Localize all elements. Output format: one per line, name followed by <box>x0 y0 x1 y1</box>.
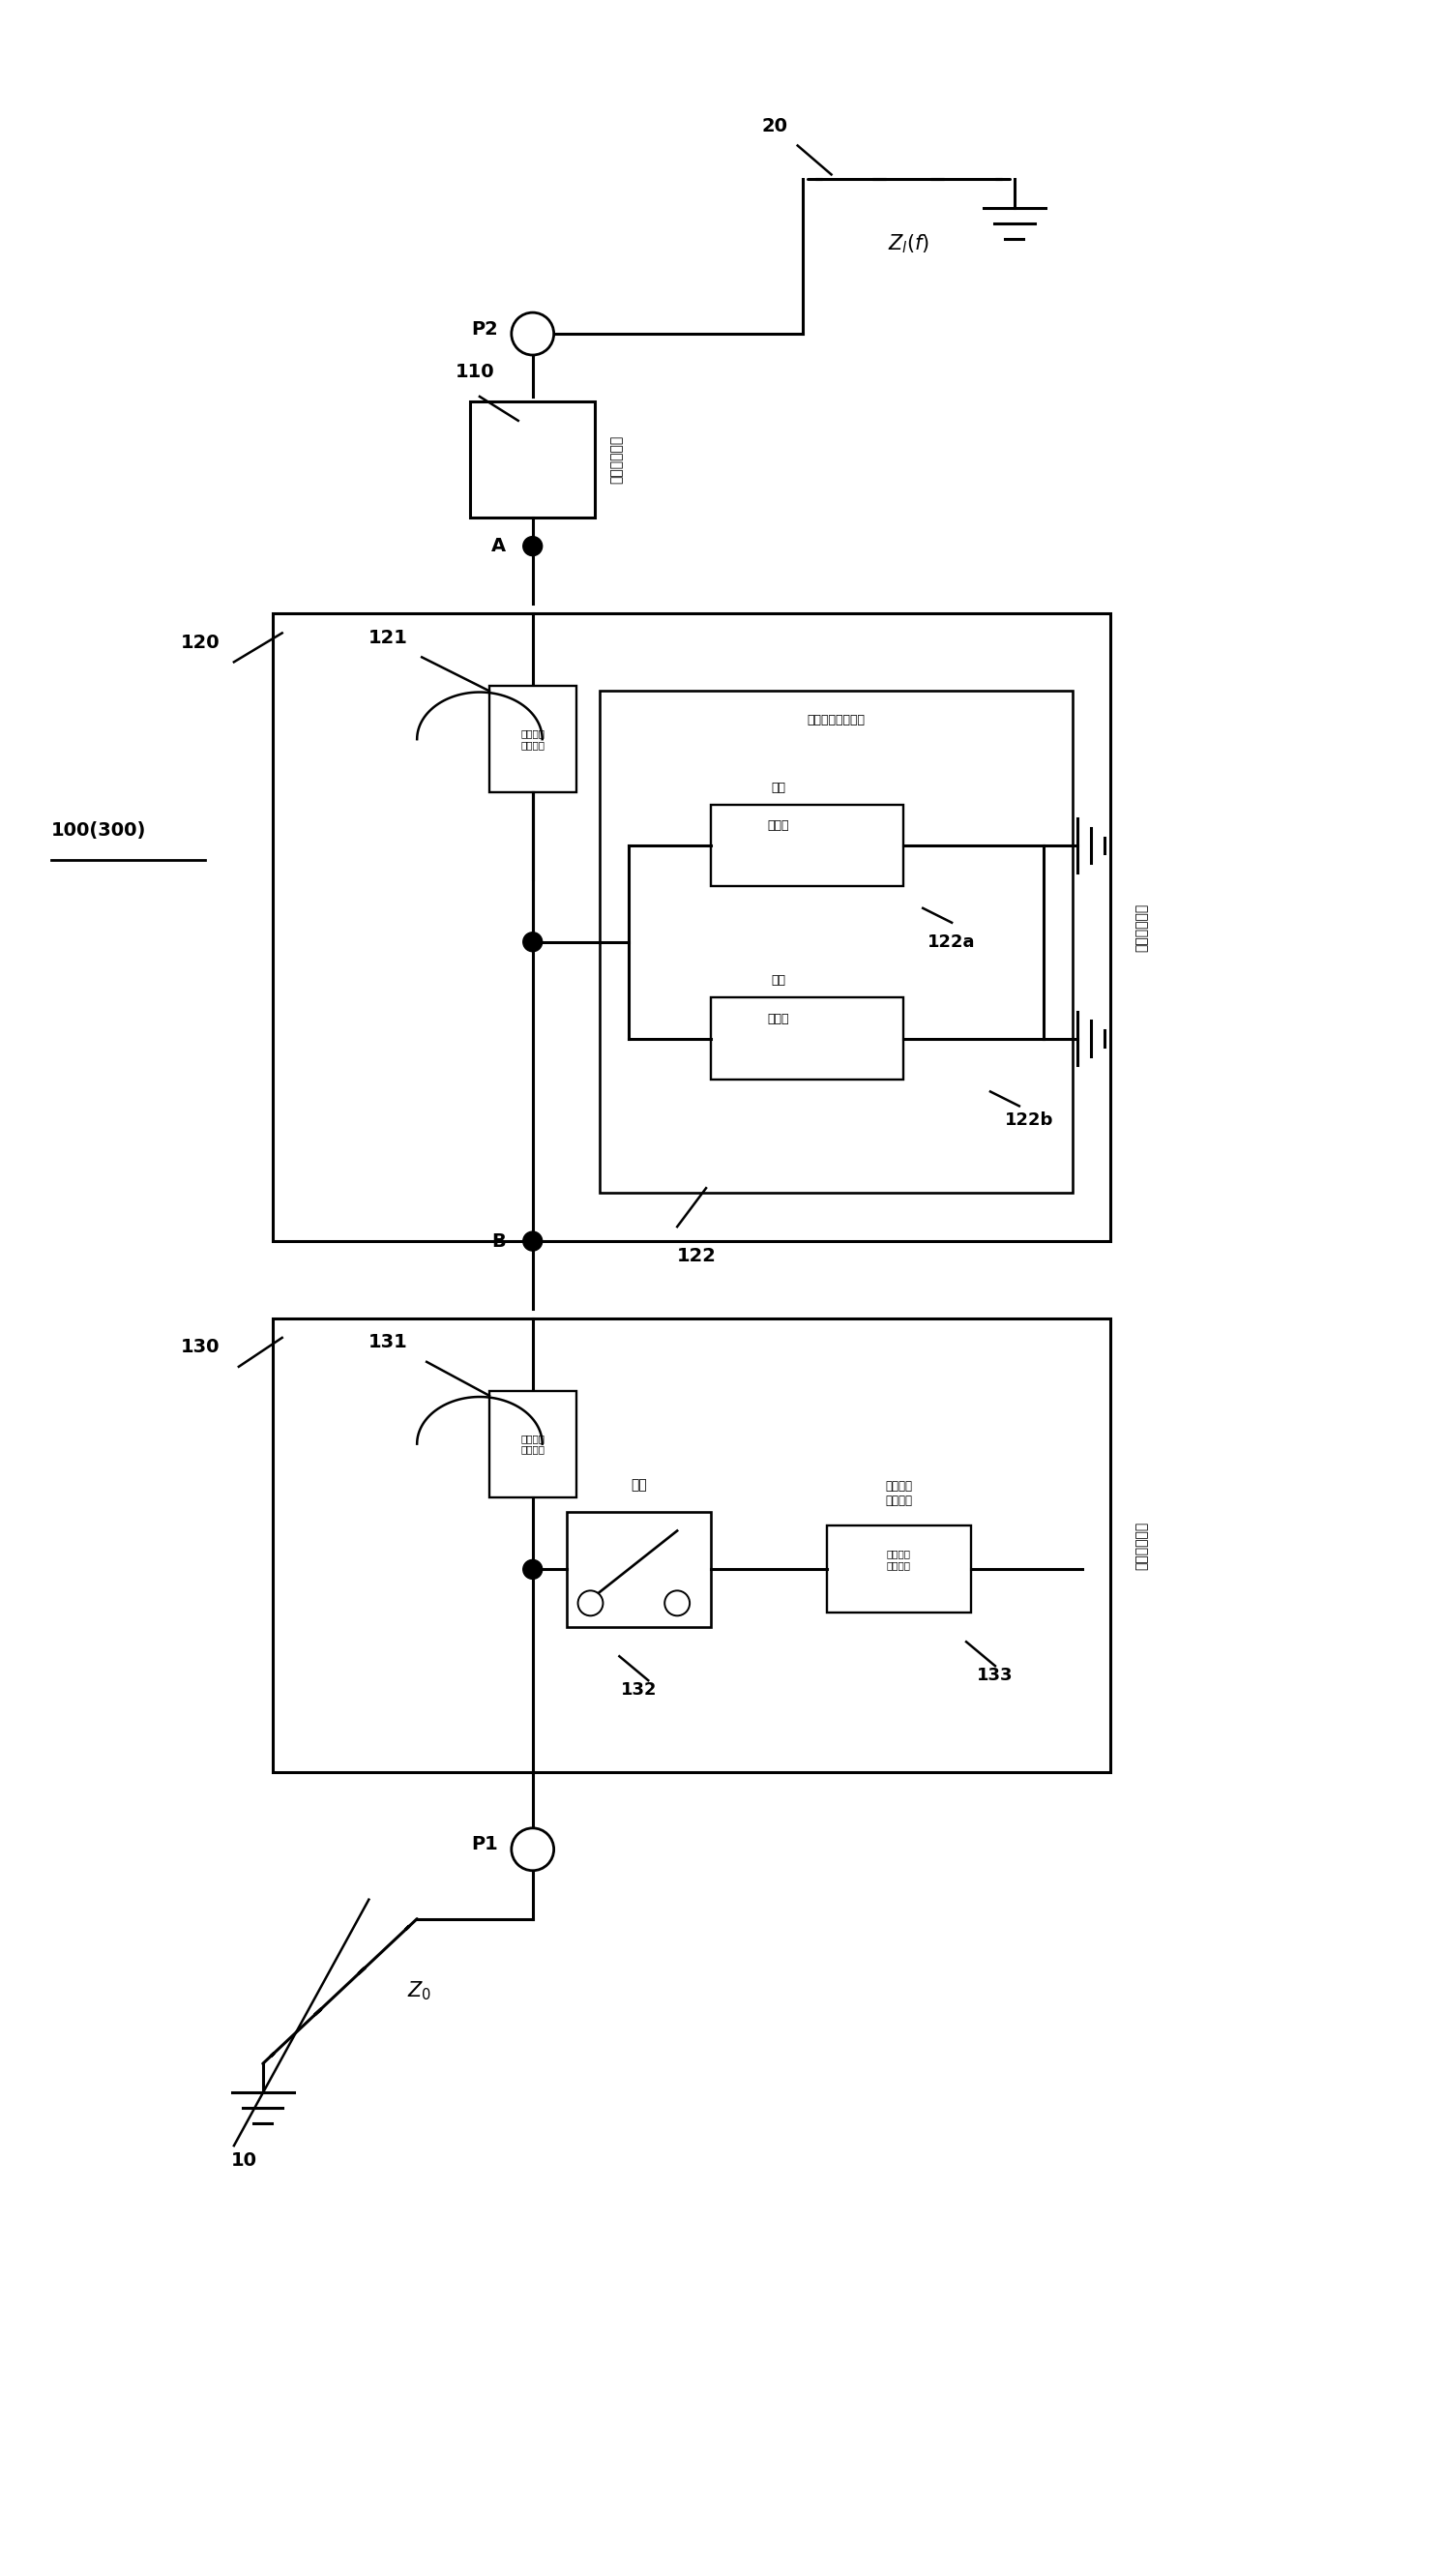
Text: 131: 131 <box>368 1334 407 1352</box>
Bar <box>827 1525 971 1613</box>
Text: 122b: 122b <box>1004 1113 1053 1128</box>
Text: 第２并联
匹配部件: 第２并联 匹配部件 <box>886 1548 911 1571</box>
Bar <box>273 1319 1111 1772</box>
Text: 122a: 122a <box>928 933 975 951</box>
Text: 第２匹配单元: 第２匹配单元 <box>1134 904 1149 951</box>
Text: 并联块: 并联块 <box>768 819 789 832</box>
Text: 开关: 开关 <box>631 1479 646 1492</box>
Text: 100(300): 100(300) <box>51 822 146 840</box>
Text: 第１匹配单元: 第１匹配单元 <box>610 435 623 484</box>
Circle shape <box>522 1231 543 1252</box>
Text: P2: P2 <box>470 319 498 337</box>
Text: 20: 20 <box>762 116 788 137</box>
Circle shape <box>511 312 554 355</box>
Bar <box>470 402 596 518</box>
Bar <box>273 613 1111 1242</box>
Text: P1: P1 <box>470 1834 498 1855</box>
Text: 第１: 第１ <box>771 781 785 793</box>
Text: 110: 110 <box>456 363 495 381</box>
Text: 122: 122 <box>677 1247 716 1265</box>
Bar <box>489 1391 576 1497</box>
Text: 第２串联
匹配部件: 第２串联 匹配部件 <box>521 1432 544 1455</box>
Circle shape <box>522 1558 543 1579</box>
Circle shape <box>522 536 543 556</box>
Text: A: A <box>491 536 505 556</box>
Text: 第３匹配单元: 第３匹配单元 <box>1134 1520 1149 1569</box>
Bar <box>711 804 903 886</box>
Bar <box>600 690 1072 1193</box>
Text: $Z_l(f)$: $Z_l(f)$ <box>887 232 929 255</box>
Circle shape <box>511 1829 554 1870</box>
Text: 并联块: 并联块 <box>768 1012 789 1025</box>
Circle shape <box>579 1589 603 1615</box>
Text: 第１并联匹配部件: 第１并联匹配部件 <box>807 714 866 726</box>
Text: B: B <box>492 1231 505 1249</box>
Circle shape <box>665 1589 690 1615</box>
Bar <box>566 1512 711 1628</box>
Text: 120: 120 <box>180 634 219 652</box>
Text: 第２并联
匹配部件: 第２并联 匹配部件 <box>885 1479 912 1507</box>
Text: 121: 121 <box>368 629 407 647</box>
Text: 130: 130 <box>180 1337 219 1358</box>
Text: 10: 10 <box>231 2151 257 2169</box>
Bar <box>711 997 903 1079</box>
Circle shape <box>522 933 543 951</box>
Text: 133: 133 <box>977 1667 1013 1685</box>
Text: 第２: 第２ <box>771 974 785 987</box>
Bar <box>489 685 576 793</box>
Text: $Z_0$: $Z_0$ <box>407 1981 431 2002</box>
Text: 132: 132 <box>620 1682 657 1698</box>
Text: 第１串联
匹配部件: 第１串联 匹配部件 <box>521 729 544 750</box>
